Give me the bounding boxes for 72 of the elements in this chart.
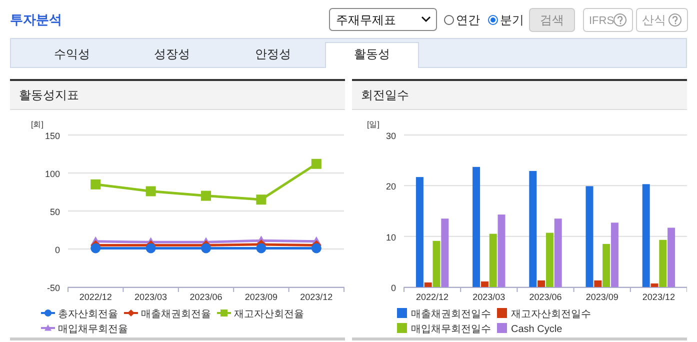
bar <box>480 281 488 287</box>
text: 분기 <box>500 13 524 27</box>
text: 주재무제표 <box>336 13 396 27</box>
legend-label: 재고자산회전율 <box>234 309 304 320</box>
bar <box>529 170 537 287</box>
chart-title: 활동성지표 <box>19 88 79 102</box>
x-tick-label: 2023/12 <box>642 292 675 302</box>
legend-label: 매출채권회전일수 <box>411 309 491 320</box>
x-tick-label: 2023/03 <box>472 292 506 302</box>
bar <box>424 282 432 287</box>
y-axis-title: [회] <box>31 120 44 129</box>
text: 연간 <box>456 13 480 27</box>
y-axis-title: [일] <box>367 120 380 129</box>
bar <box>602 244 610 287</box>
point <box>311 158 322 169</box>
text: 안정성 <box>255 47 291 61</box>
text: 수익성 <box>54 47 90 61</box>
y-tick-label: 10 <box>386 232 396 242</box>
x-tick-label: 2023/06 <box>529 292 562 302</box>
y-tick-label: 20 <box>386 182 396 192</box>
bar <box>668 228 676 287</box>
point <box>90 179 101 190</box>
bar <box>416 177 424 287</box>
bar <box>659 240 667 287</box>
y-tick-label: 0 <box>390 283 396 293</box>
point <box>311 243 322 254</box>
y-tick-label: 30 <box>386 131 396 141</box>
point <box>146 243 156 254</box>
bar <box>432 240 440 287</box>
x-tick-label: 2022/12 <box>416 292 449 302</box>
legend-label: 매출채권회전율 <box>141 309 211 320</box>
point <box>90 243 101 254</box>
text: 활동성 <box>354 47 390 61</box>
y-tick-label: 150 <box>44 131 60 141</box>
x-tick-label: 2023/12 <box>300 292 333 302</box>
text: 산식 <box>642 13 666 27</box>
point <box>256 194 266 205</box>
legend-label: 매입채무회전율 <box>58 324 128 335</box>
bar <box>650 283 658 287</box>
bar <box>546 232 554 287</box>
bar <box>594 280 602 287</box>
x-tick-label: 2023/09 <box>586 292 618 302</box>
legend-label: 총자산회전율 <box>58 309 118 320</box>
bar <box>472 166 480 287</box>
x-tick-label: 2023/03 <box>134 292 168 302</box>
y-tick-label: 50 <box>50 207 60 217</box>
point <box>146 186 156 196</box>
point <box>256 243 266 254</box>
text: 투자분석 <box>10 12 62 27</box>
chart-title: 회전일수 <box>361 88 409 102</box>
point <box>201 190 211 201</box>
bar <box>610 222 618 287</box>
bar <box>538 280 546 287</box>
text: 검색 <box>540 13 564 27</box>
legend-label: Cash Cycle <box>511 324 563 335</box>
x-tick-label: 2023/06 <box>190 292 222 302</box>
x-tick-label: 2023/09 <box>244 292 278 302</box>
point <box>201 243 211 254</box>
y-tick-label: 100 <box>44 169 60 179</box>
bar <box>642 184 650 287</box>
x-tick-label: 2022/12 <box>79 292 112 302</box>
bar <box>498 214 506 287</box>
y-tick-label: 0 <box>54 245 60 255</box>
bar <box>489 234 497 287</box>
bar <box>586 186 594 287</box>
legend-label: 매입채무회전일수 <box>411 324 491 335</box>
y-tick-label: -50 <box>46 283 60 293</box>
text: IFRS <box>589 15 614 27</box>
bar <box>554 218 562 287</box>
bar <box>441 218 449 287</box>
text: 성장성 <box>154 47 190 61</box>
legend-label: 재고자산회전일수 <box>511 309 591 320</box>
